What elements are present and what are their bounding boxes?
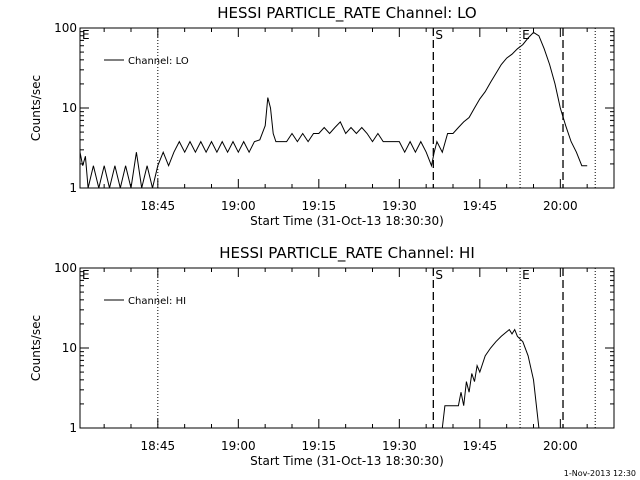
event-marker-label: E [522,28,530,42]
y-axis-label: Counts/sec [29,315,43,381]
x-tick-label: 19:15 [302,439,337,453]
x-tick-label: 20:00 [543,439,578,453]
x-tick-label: 18:45 [141,439,176,453]
x-tick-label: 18:45 [141,199,176,213]
x-tick-label: 19:15 [302,199,337,213]
chart-title: HESSI PARTICLE_RATE Channel: HI [219,244,475,263]
y-tick-label: 1 [69,421,77,435]
event-marker-label: S [435,28,443,42]
plot-frame [79,267,615,429]
series-line-2 [441,328,540,429]
y-tick-label: 100 [54,261,77,275]
event-marker-label: S [435,268,443,282]
y-axis-label: Counts/sec [29,75,43,141]
y-tick-label: 100 [54,21,77,35]
x-tick-label: 19:30 [382,199,417,213]
x-tick-label: 19:00 [221,439,256,453]
x-tick-label: 20:00 [543,199,578,213]
x-axis-label: Start Time (31-Oct-13 18:30:30) [250,454,444,468]
x-axis-label: Start Time (31-Oct-13 18:30:30) [250,214,444,228]
event-marker-label: E [82,268,90,282]
plot-frame [79,27,615,189]
legend-label: Channel: HI [128,296,186,307]
y-tick-label: 10 [62,341,77,355]
y-tick-label: 10 [62,101,77,115]
chart-panel-2: HESSI PARTICLE_RATE Channel: HI 1 10 100 18:… [29,244,615,468]
x-tick-label: 19:45 [463,199,498,213]
x-tick-label: 19:45 [463,439,498,453]
x-tick-label: 19:30 [382,439,417,453]
event-marker-label: E [82,28,90,42]
event-marker-label: E [522,268,530,282]
series-line-1 [79,31,588,189]
footer-timestamp: 1-Nov-2013 12:30 [564,469,636,478]
y-tick-label: 1 [69,181,77,195]
x-tick-label: 19:00 [221,199,256,213]
chart-title: HESSI PARTICLE_RATE Channel: LO [217,4,476,23]
legend-label: Channel: LO [128,56,189,67]
chart-panel-1: HESSI PARTICLE_RATE Channel: LO 1 10 100 18:… [29,4,615,228]
